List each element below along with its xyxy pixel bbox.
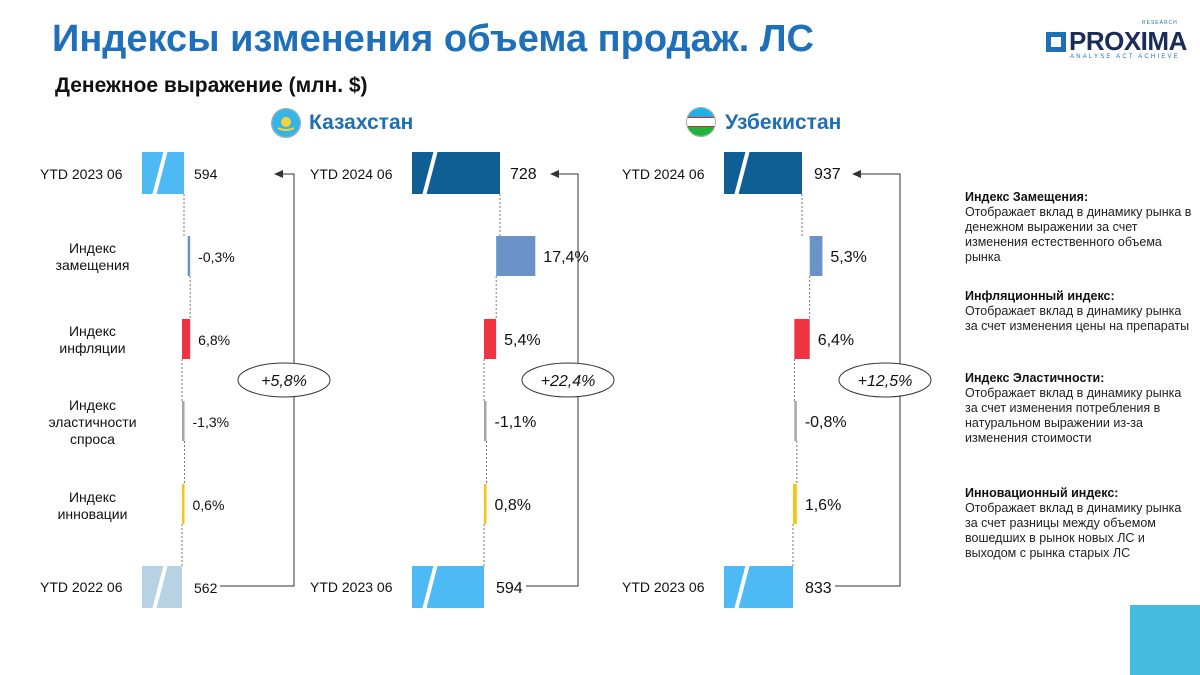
data-label-start: 833 xyxy=(805,580,832,597)
data-label-inflation: 6,4% xyxy=(818,332,854,349)
total-change-label: +12,5% xyxy=(858,373,913,390)
bar-innovation xyxy=(182,484,185,524)
legend-innovation: Инновационный индекс: Отображает вклад в… xyxy=(965,486,1195,561)
bar-break-mark xyxy=(152,149,168,197)
bar-elasticity xyxy=(182,401,185,441)
legend-title: Инфляционный индекс: xyxy=(965,289,1115,303)
bar-inflation xyxy=(182,319,191,359)
data-label-elasticity: -1,1% xyxy=(495,414,537,431)
logo-superscript: RESEARCH xyxy=(1142,20,1178,26)
data-label-innovation: 0,8% xyxy=(495,497,531,514)
legend-title: Индекс Замещения: xyxy=(965,190,1089,204)
row-label-innovation: Индекс инновации xyxy=(40,489,145,523)
page-subtitle: Денежное выражение (млн. $) xyxy=(55,74,368,97)
data-label-replacement: -0,3% xyxy=(198,249,235,265)
change-arrow-head xyxy=(852,170,861,178)
data-label-inflation: 6,8% xyxy=(198,332,230,348)
row-label-replacement: Индекс замещения xyxy=(40,240,145,274)
logo-square-icon xyxy=(1046,32,1066,52)
data-label-start: 562 xyxy=(194,580,218,596)
country-title-kazakhstan: Казахстан xyxy=(309,111,414,134)
tick-label-start-kz: YTD 2023 06 xyxy=(310,579,393,595)
row-label-line: инновации xyxy=(57,506,128,522)
page-title: Индексы изменения объема продаж. ЛС xyxy=(52,18,814,60)
row-label-line: спроса xyxy=(70,431,115,447)
legend-text: Отображает вклад в динамику рынка за сче… xyxy=(965,386,1182,445)
legend-title: Индекс Эластичности: xyxy=(965,371,1105,385)
data-label-elasticity: -1,3% xyxy=(193,414,230,430)
bar-break-mark xyxy=(734,149,750,197)
bar-inflation xyxy=(794,319,810,359)
change-arrow-head xyxy=(274,170,283,178)
row-label-line: Индекс xyxy=(68,323,117,339)
row-label-line: инфляции xyxy=(59,340,126,356)
data-label-inflation: 5,4% xyxy=(504,332,540,349)
logo-wordmark: PROXIMA xyxy=(1069,26,1187,56)
bar-replacement xyxy=(496,236,536,276)
row-label-line: замещения xyxy=(55,257,130,273)
row-label-elasticity: Индекс эластичности спроса xyxy=(40,397,145,448)
bar-innovation xyxy=(793,484,797,524)
bar-elasticity xyxy=(794,401,797,441)
change-arrow-head xyxy=(550,170,559,178)
data-label-innovation: 0,6% xyxy=(193,497,225,513)
row-label-line: Индекс xyxy=(68,240,117,256)
data-label-start: 594 xyxy=(496,580,523,597)
legend-title: Инновационный индекс: xyxy=(965,486,1119,500)
total-change-ellipse xyxy=(237,362,331,398)
proxima-logo: PROXIMA ANALYSE ACT ACHIEVE RESEARCH xyxy=(1046,20,1187,64)
data-label-elasticity: -0,8% xyxy=(805,414,847,431)
bar-innovation xyxy=(484,484,487,524)
legend-inflation: Инфляционный индекс: Отображает вклад в … xyxy=(965,289,1195,334)
legend-text: Отображает вклад в динамику рынка за сче… xyxy=(965,501,1182,560)
bar-break-mark xyxy=(422,563,438,611)
uzbekistan-flag-icon xyxy=(686,107,716,137)
data-label-end: 937 xyxy=(814,166,841,183)
logo-tagline: ANALYSE ACT ACHIEVE xyxy=(1070,54,1180,60)
tick-label-end-kz: YTD 2024 06 xyxy=(310,166,393,182)
legend-text: Отображает вклад в динамику рынка за сче… xyxy=(965,304,1190,333)
bar-break-mark xyxy=(422,149,438,197)
row-label-inflation: Индекс инфляции xyxy=(40,323,145,357)
data-label-replacement: 17,4% xyxy=(543,249,588,266)
data-label-replacement: 5,3% xyxy=(830,249,866,266)
bar-start xyxy=(724,566,793,608)
row-label-line: Индекс xyxy=(68,489,117,505)
kazakhstan-flag-icon xyxy=(271,108,301,138)
bar-replacement xyxy=(187,236,191,276)
total-change-ellipse xyxy=(838,362,932,398)
country-title-uzbekistan: Узбекистан xyxy=(725,111,842,134)
data-label-end: 728 xyxy=(510,166,537,183)
tick-label-start-uz: YTD 2023 06 xyxy=(622,579,705,595)
bar-start xyxy=(412,566,484,608)
total-change-label: +5,8% xyxy=(261,373,307,390)
legend-replacement: Индекс Замещения: Отображает вклад в дин… xyxy=(965,190,1195,265)
bar-elasticity xyxy=(484,401,487,441)
bar-end xyxy=(724,152,802,194)
total-change-ellipse xyxy=(521,362,615,398)
bar-break-mark xyxy=(734,563,750,611)
bar-replacement xyxy=(809,236,823,276)
bar-inflation xyxy=(484,319,497,359)
row-label-line: эластичности xyxy=(48,414,137,430)
tick-label-end-uz: YTD 2024 06 xyxy=(622,166,705,182)
row-label-line: Индекс xyxy=(68,397,117,413)
data-label-innovation: 1,6% xyxy=(805,497,841,514)
legend-elasticity: Индекс Эластичности: Отображает вклад в … xyxy=(965,371,1195,446)
legend-text: Отображает вклад в динамику рынка в дене… xyxy=(965,205,1192,264)
bar-break-mark xyxy=(152,563,168,611)
tick-label-start-left: YTD 2022 06 xyxy=(40,579,123,595)
data-label-end: 594 xyxy=(194,166,218,182)
total-change-label: +22,4% xyxy=(541,373,596,390)
corner-decoration xyxy=(1130,605,1200,675)
tick-label-end-left: YTD 2023 06 xyxy=(40,166,123,182)
